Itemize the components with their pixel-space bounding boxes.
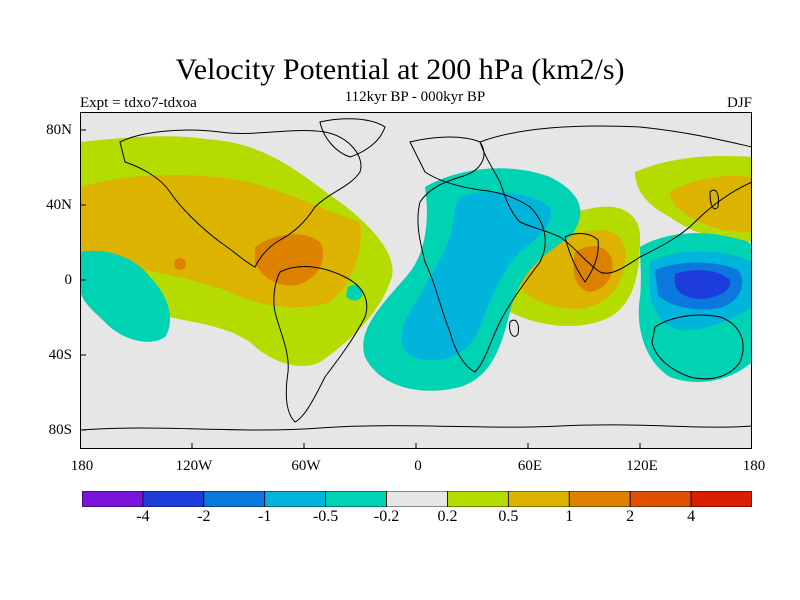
- colorbar-swatch: [690, 491, 752, 507]
- coastline-south-america: [273, 266, 368, 423]
- colorbar-tick-label: 1: [565, 508, 574, 525]
- contour-pos-strong-pacific-dot: [174, 258, 186, 270]
- lon-label: 120E: [626, 458, 658, 474]
- lon-label: 180: [742, 458, 766, 474]
- colorbar-swatch: [629, 491, 692, 507]
- contour-neg-mid-africa: [401, 191, 551, 361]
- colorbar-swatch: [203, 491, 266, 507]
- colorbar-swatch: [507, 491, 570, 507]
- map-ticks: [80, 129, 641, 449]
- lat-label: 80N: [46, 122, 72, 138]
- colorbar-swatch: [447, 491, 509, 507]
- coastline-europe-africa: [409, 136, 546, 373]
- colorbar-tick-label: -2: [197, 508, 211, 525]
- lon-label: 120W: [175, 458, 213, 474]
- lon-label: 60E: [517, 458, 543, 474]
- colorbar-swatch: [386, 491, 448, 507]
- colorbar-swatch: [568, 491, 631, 507]
- colorbar-tick-label: 0.2: [437, 508, 458, 525]
- lat-label: 40S: [48, 347, 72, 363]
- coastline-asia: [479, 125, 752, 274]
- colorbar-swatch: [325, 491, 387, 507]
- coastline-japan: [709, 189, 719, 210]
- contour-neg-weak-pacific: [80, 250, 170, 342]
- chart-title: Velocity Potential at 200 hPa (km2/s): [175, 53, 625, 86]
- lat-label: 40N: [46, 197, 72, 213]
- velocity-potential-map: [80, 112, 752, 449]
- colorbar-tick-label: 0.5: [498, 508, 519, 525]
- lat-label: 80S: [48, 422, 72, 438]
- coastline-india: [564, 233, 599, 283]
- colorbar-swatch: [142, 491, 205, 507]
- lat-label: 0: [64, 272, 73, 288]
- coastline-australia: [651, 314, 744, 380]
- coastline-north-america: [119, 129, 362, 268]
- colorbar-tick-label: 2: [626, 508, 635, 525]
- colorbar-tick-label: -1: [258, 508, 272, 525]
- colorbar-swatch: [264, 491, 327, 507]
- experiment-label: Expt = tdxo7-tdxoa: [80, 95, 197, 111]
- colorbar-tick-label: -4: [136, 508, 150, 525]
- chart-subtitle: 112kyr BP - 000kyr BP: [344, 89, 486, 105]
- lon-label: 180: [70, 458, 94, 474]
- contour-neg-max-maritime: [674, 270, 731, 299]
- contour-pos-strong-caribbean: [255, 234, 324, 286]
- lon-label: 60W: [291, 458, 321, 474]
- colorbar-tick-label: 4: [687, 508, 696, 525]
- contour-neg-weak-dot: [346, 285, 363, 301]
- coastline-antarctica: [80, 424, 752, 431]
- season-label: DJF: [726, 95, 752, 111]
- coastline-greenland: [319, 118, 386, 158]
- lon-label: 0: [414, 458, 422, 474]
- colorbar: [82, 491, 752, 507]
- colorbar-tick-label: -0.5: [312, 508, 339, 525]
- coastline-madagascar: [509, 319, 519, 337]
- colorbar-swatch: [82, 491, 144, 507]
- colorbar-tick-label: -0.2: [373, 508, 400, 525]
